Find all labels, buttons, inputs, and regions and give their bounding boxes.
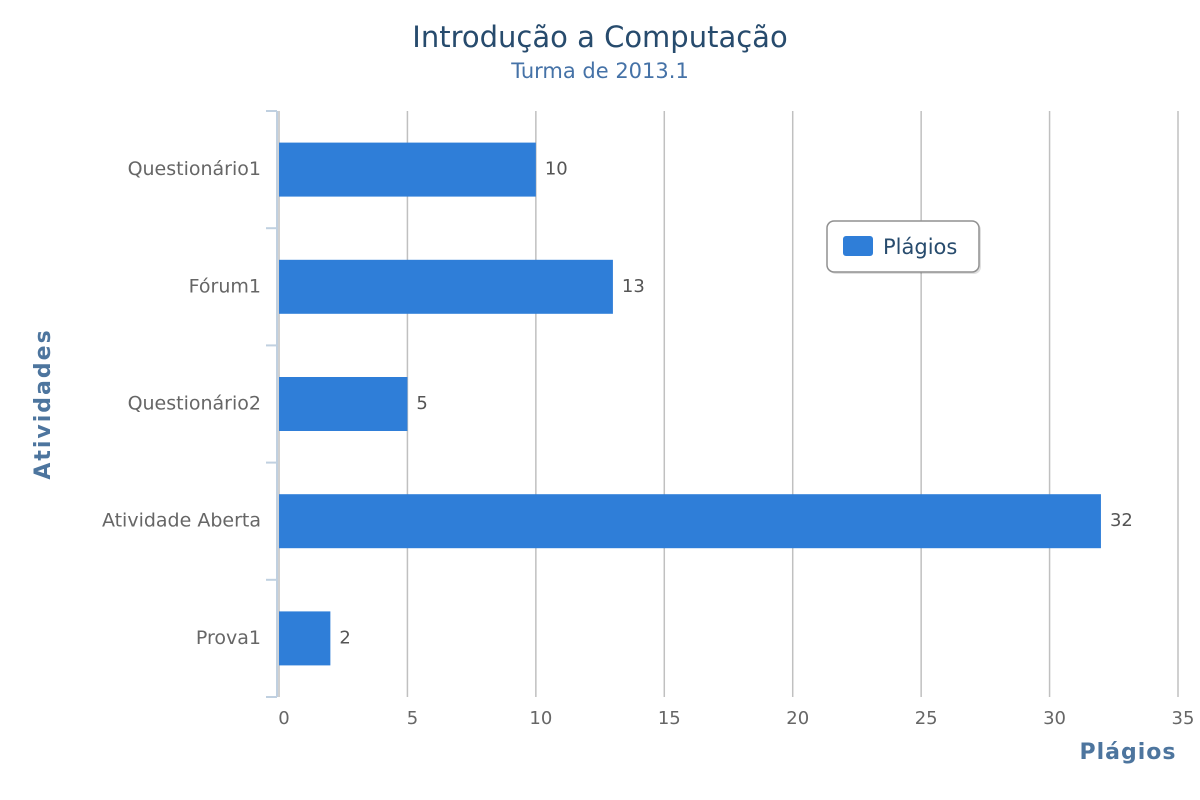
chart-title: Introdução a Computação [412, 20, 787, 54]
bar [279, 142, 536, 197]
x-tick-label: 30 [1043, 708, 1066, 729]
bar [279, 494, 1101, 549]
data-label: 10 [545, 159, 568, 180]
x-tick-label: 35 [1172, 708, 1195, 729]
data-label: 13 [622, 276, 645, 297]
legend-swatch [843, 236, 873, 256]
y-tick-label: Atividade Aberta [102, 510, 261, 532]
x-tick-label: 20 [786, 708, 809, 729]
legend-box [826, 220, 980, 273]
chart-subtitle: Turma de 2013.1 [510, 59, 689, 83]
data-label: 32 [1110, 510, 1133, 531]
data-label: 2 [339, 627, 350, 648]
plot-area [279, 142, 1101, 666]
x-axis-title: Plágios [1079, 740, 1176, 765]
y-tick-label: Prova1 [196, 627, 261, 649]
x-tick-label: 5 [407, 708, 418, 729]
y-tick-label: Fórum1 [189, 275, 261, 297]
x-tick-label: 25 [915, 708, 938, 729]
legend-label: Plágios [883, 235, 957, 259]
bar [279, 611, 331, 666]
y-tick-label: Questionário2 [128, 393, 261, 415]
legend: Plágios [826, 220, 981, 274]
x-tick-label: 0 [278, 708, 289, 729]
x-tick-label: 10 [529, 708, 552, 729]
y-tick-label: Questionário1 [128, 158, 261, 180]
x-tick-label: 15 [658, 708, 681, 729]
bar [279, 259, 613, 314]
bar [279, 377, 408, 431]
data-label: 5 [416, 393, 427, 414]
y-axis-title: Atividades [31, 328, 56, 479]
